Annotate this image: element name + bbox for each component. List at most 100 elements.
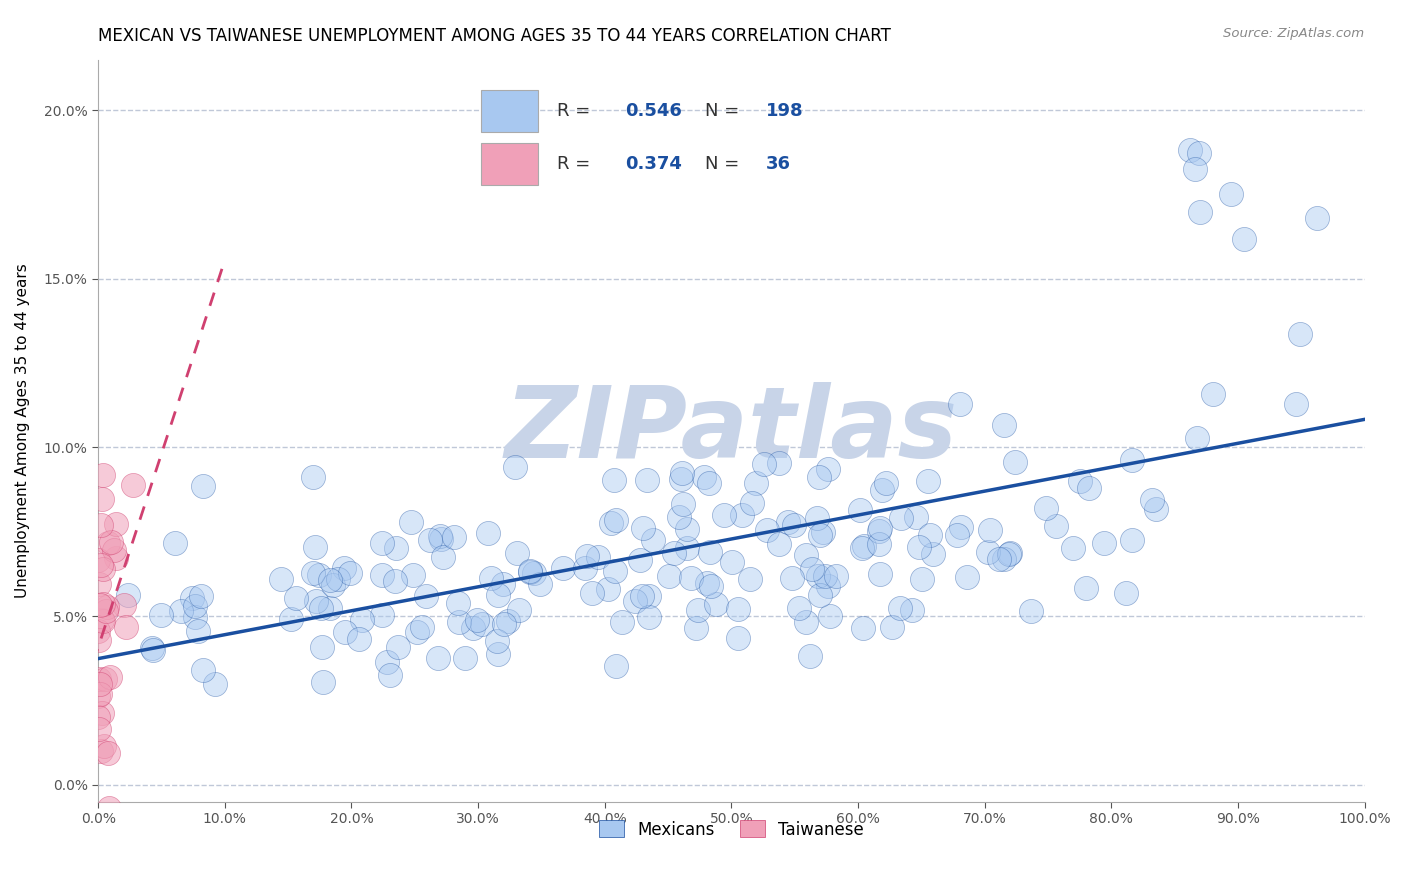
Point (496, 614, 519, 628)
Point (387, 640, 409, 655)
Point (807, 469, 830, 483)
Point (869, 567, 891, 582)
Point (90, 491, 112, 506)
Point (713, 508, 735, 522)
Point (605, 564, 627, 578)
Point (1076, 581, 1098, 595)
Point (662, 545, 685, 559)
Point (1069, 474, 1091, 488)
Point (93, 739, 115, 753)
Point (477, 525, 499, 540)
Point (993, 552, 1015, 566)
Point (869, 521, 891, 535)
Point (519, 564, 541, 578)
Point (427, 650, 450, 665)
Point (727, 602, 749, 616)
Point (868, 537, 890, 551)
Point (187, 624, 209, 639)
Point (1004, 455, 1026, 469)
Point (429, 532, 451, 546)
Point (1078, 481, 1101, 495)
Point (333, 560, 356, 574)
Point (1180, 144, 1202, 158)
Point (681, 571, 703, 585)
Point (868, 524, 890, 539)
Point (415, 589, 437, 603)
Point (825, 569, 848, 583)
Point (280, 612, 302, 626)
Point (699, 545, 721, 559)
Point (605, 659, 627, 673)
Point (977, 545, 1000, 559)
Point (87, 577, 110, 591)
Point (90, 558, 112, 573)
Point (778, 515, 800, 529)
Point (411, 620, 433, 634)
Point (523, 566, 546, 581)
Point (676, 541, 699, 556)
Point (806, 511, 828, 525)
Point (875, 475, 897, 490)
Point (142, 643, 165, 657)
Point (447, 596, 470, 610)
Point (586, 549, 609, 564)
Point (603, 474, 626, 488)
Point (322, 578, 344, 592)
Point (104, 551, 127, 566)
Point (1185, 431, 1208, 445)
Point (1092, 536, 1115, 550)
Point (449, 615, 471, 630)
Point (1121, 533, 1143, 548)
Point (87, 689, 110, 703)
Point (432, 549, 454, 564)
Point (305, 593, 328, 607)
Point (636, 473, 658, 487)
Point (1233, 232, 1256, 246)
Point (806, 568, 828, 582)
Point (1035, 501, 1057, 516)
Point (901, 603, 924, 617)
Point (768, 537, 790, 551)
Point (808, 528, 831, 542)
Point (997, 547, 1019, 561)
Point (284, 591, 307, 605)
Point (796, 548, 818, 562)
Point (333, 624, 356, 639)
Point (1121, 453, 1143, 467)
Point (319, 573, 342, 587)
Point (787, 601, 810, 615)
Point (631, 520, 654, 534)
Point (318, 601, 340, 615)
Point (631, 589, 654, 603)
Text: MEXICAN VS TAIWANESE UNEMPLOYMENT AMONG AGES 35 TO 44 YEARS CORRELATION CHART: MEXICAN VS TAIWANESE UNEMPLOYMENT AMONG … (98, 27, 891, 45)
Point (551, 560, 574, 574)
Point (814, 569, 837, 583)
Point (117, 588, 139, 602)
Point (91, 706, 114, 721)
Point (91, 613, 114, 627)
Point (1184, 161, 1206, 176)
Point (624, 594, 647, 608)
Point (486, 588, 509, 602)
Point (308, 568, 330, 582)
Point (780, 571, 803, 585)
Point (756, 523, 779, 537)
Point (87, 553, 110, 567)
Point (693, 470, 716, 484)
Point (675, 523, 697, 537)
Point (429, 529, 451, 543)
Point (87, 632, 110, 647)
Point (907, 540, 929, 554)
Point (721, 556, 744, 570)
Point (492, 577, 515, 591)
Point (311, 601, 333, 615)
Point (100, 535, 122, 549)
Point (813, 524, 835, 539)
Point (184, 599, 207, 614)
Point (347, 632, 370, 647)
Point (191, 663, 214, 677)
Point (519, 566, 541, 580)
Point (688, 603, 710, 617)
Point (741, 496, 763, 510)
Point (163, 536, 186, 550)
